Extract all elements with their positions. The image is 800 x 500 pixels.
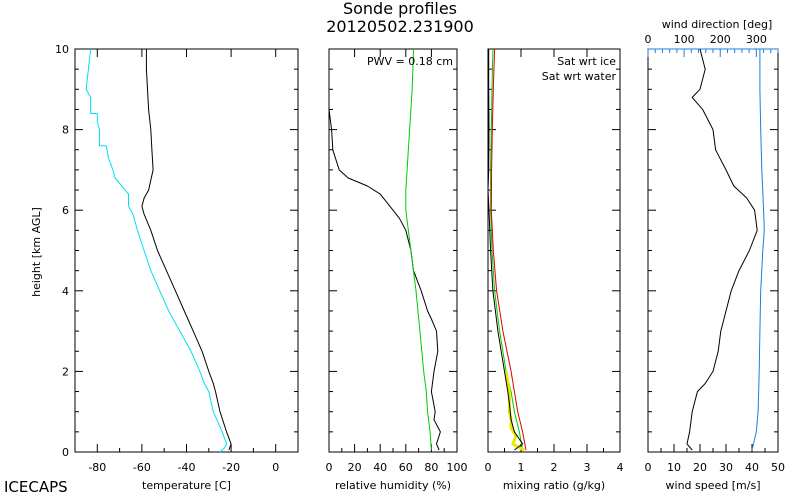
x-tick-label: 0 [326,461,333,474]
pwv-annotation: PWV = 0.18 cm [367,55,453,68]
legend-entry: Sat wrt water [542,70,617,83]
x-tick-label: 40 [745,461,759,474]
y-axis-label: height [km AGL] [30,207,43,297]
panel-2: 0 20 40 60 80 100 relative humidity (%) PWV = 0… [326,48,468,492]
top-axis-label: wind direction [deg] [662,18,773,31]
top-axis-tick-label: 0 [645,33,652,46]
series-line-2 [85,48,228,453]
series-line-3 [504,371,526,452]
x-tick-label: 0 [485,461,492,474]
x-tick-label: 40 [373,461,387,474]
x-tick-label: 4 [617,461,624,474]
x-tick-label: 1 [518,461,525,474]
series-line-2 [751,49,765,451]
y-tick-label: 2 [62,365,69,378]
panel-3: 0 1 2 3 4 mixing ratio (g/kg) Sat wrt ice Sat w… [485,48,624,492]
figure-date-subtitle: 20120502.231900 [326,17,474,36]
top-axis-tick-label: 300 [746,33,767,46]
x-tick-label: -20 [222,461,240,474]
series-line-1 [686,48,758,451]
y-tick-label: 4 [62,285,69,298]
series-line-4 [487,49,524,451]
x-tick-label: 20 [693,461,707,474]
y-tick-label: 10 [55,43,69,56]
x-tick-label: -60 [133,461,151,474]
x-tick-label: 80 [424,461,438,474]
x-tick-label: 10 [667,461,681,474]
series-sat-wrt-ice [490,48,524,451]
panel-1: 0 2 4 6 8 10 -80 -60 -40 -20 0 temperature [C] [55,43,299,492]
x-tick-label: 60 [399,461,413,474]
series-line-2 [405,48,432,451]
x-axis-label: mixing ratio (g/kg) [503,479,605,492]
x-tick-label: 20 [348,461,362,474]
legend-entry: Sat wrt ice [557,55,616,68]
plot-frame [328,48,458,453]
x-tick-label: -80 [88,461,106,474]
x-tick-label: 100 [447,461,468,474]
x-axis-label: wind speed [m/s] [666,479,761,492]
x-tick-label: -40 [178,461,196,474]
top-axis-tick-label: 200 [710,33,731,46]
y-tick-label: 6 [62,204,69,217]
x-tick-label: 30 [719,461,733,474]
x-axis-label: relative humidity (%) [335,479,451,492]
footer-label: ICECAPS [4,478,68,496]
panel-4: 0 10 20 30 40 50 wind speed [m/s] 0 100 200 300 win… [645,18,786,492]
x-tick-label: 0 [645,461,652,474]
plot-frame [74,48,299,453]
x-tick-label: 0 [272,461,279,474]
series-sat-wrt-water [490,48,527,451]
y-tick-label: 0 [62,446,69,459]
x-axis-label: temperature [C] [142,479,231,492]
x-tick-label: 50 [771,461,785,474]
series-line-1 [141,49,232,451]
x-tick-label: 3 [584,461,591,474]
x-tick-label: 2 [551,461,558,474]
y-tick-label: 8 [62,124,69,137]
figure-title: Sonde profiles [343,0,457,18]
series-line-1 [328,49,441,451]
top-axis-tick-label: 100 [674,33,695,46]
